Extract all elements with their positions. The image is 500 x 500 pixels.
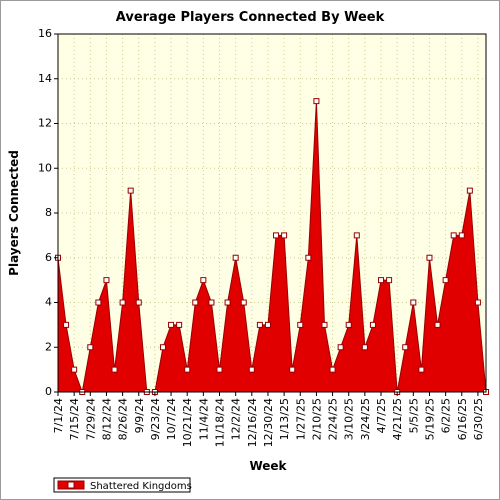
chart-title: Average Players Connected By Week [116, 10, 385, 25]
x-tick-label: 4/7/25 [375, 398, 388, 433]
data-point [337, 344, 344, 351]
y-tick-label: 2 [45, 340, 52, 353]
x-tick-label: 7/29/24 [84, 398, 97, 440]
series-area [58, 101, 486, 392]
series-line [57, 101, 487, 394]
data-point [200, 277, 207, 284]
x-tick-label: 1/13/25 [278, 398, 291, 440]
x-tick-label: 11/18/24 [214, 398, 227, 447]
x-tick-label: 10/21/24 [181, 398, 194, 447]
x-tick-label: 8/26/24 [117, 398, 130, 440]
x-tick-label: 2/24/25 [327, 398, 340, 440]
y-tick-label: 12 [38, 117, 52, 130]
x-tick-label: 3/10/25 [343, 398, 356, 440]
data-point [466, 187, 473, 194]
data-point [353, 232, 360, 239]
data-point [273, 232, 280, 239]
legend: Shattered Kingdoms [53, 477, 192, 493]
data-point [184, 366, 191, 373]
data-point [208, 299, 215, 306]
data-point [192, 299, 199, 306]
data-point [305, 254, 312, 261]
data-point [442, 277, 449, 284]
series-layer [55, 98, 489, 395]
data-point [361, 344, 368, 351]
y-tick-label: 6 [45, 251, 52, 264]
data-point [119, 299, 126, 306]
legend-marker [67, 481, 75, 489]
data-point [111, 366, 118, 373]
data-point [458, 232, 465, 239]
data-point [135, 299, 142, 306]
data-point [127, 187, 134, 194]
x-tick-label: 12/2/24 [230, 398, 243, 440]
data-point [289, 366, 296, 373]
data-point [176, 321, 183, 328]
data-point [378, 277, 385, 284]
x-tick-label: 9/23/24 [149, 398, 162, 440]
x-tick-label: 10/7/24 [165, 398, 178, 440]
data-point [281, 232, 288, 239]
data-point [450, 232, 457, 239]
x-tick-label: 6/16/25 [456, 398, 469, 440]
data-point [418, 366, 425, 373]
x-tick-label: 11/4/24 [197, 398, 210, 440]
y-axis-title: Players Connected [7, 150, 21, 276]
x-axis-ticks: 7/1/24 7/15/24 7/29/24 8/12/24 8/26/24 9/9/24… [52, 392, 485, 447]
data-point [95, 299, 102, 306]
x-tick-label: 12/16/24 [246, 398, 259, 447]
data-point [297, 321, 304, 328]
data-point [264, 321, 271, 328]
x-tick-label: 7/1/24 [52, 398, 65, 433]
data-point [248, 366, 255, 373]
data-point [103, 277, 110, 284]
data-point [321, 321, 328, 328]
data-point [71, 366, 78, 373]
x-axis-title: Week [249, 459, 287, 473]
y-axis-ticks: 0 2 4 6 8 10 12 14 16 [38, 27, 58, 398]
data-point [474, 299, 481, 306]
y-tick-label: 16 [38, 27, 52, 40]
data-point [434, 321, 441, 328]
data-point [232, 254, 239, 261]
legend-label: Shattered Kingdoms [90, 481, 192, 492]
data-point [386, 277, 393, 284]
x-tick-label: 3/24/25 [359, 398, 372, 440]
y-tick-label: 0 [45, 385, 52, 398]
legend-box [53, 477, 191, 493]
data-point [410, 299, 417, 306]
data-point [216, 366, 223, 373]
data-point [402, 344, 409, 351]
x-tick-label: 4/21/25 [391, 398, 404, 440]
x-tick-label: 2/10/25 [310, 398, 323, 440]
data-point [329, 366, 336, 373]
y-tick-label: 10 [38, 161, 52, 174]
data-point [369, 321, 376, 328]
data-point [87, 344, 94, 351]
y-tick-label: 14 [38, 72, 52, 85]
x-tick-label: 8/12/24 [100, 398, 113, 440]
x-tick-label: 1/27/25 [294, 398, 307, 440]
x-tick-label: 7/15/24 [68, 398, 81, 440]
x-tick-label: 5/5/25 [407, 398, 420, 433]
x-tick-label: 6/2/25 [440, 398, 453, 433]
data-point [345, 321, 352, 328]
x-tick-label: 12/30/24 [262, 398, 275, 447]
data-point [224, 299, 231, 306]
x-tick-label: 5/19/25 [423, 398, 436, 440]
data-point [63, 321, 70, 328]
data-point [313, 98, 320, 105]
x-tick-label: 9/9/24 [133, 398, 146, 433]
data-point [168, 321, 175, 328]
data-point [240, 299, 247, 306]
data-point [426, 254, 433, 261]
x-tick-label: 6/30/25 [472, 398, 485, 440]
data-point [159, 344, 166, 351]
y-tick-label: 4 [45, 296, 52, 309]
data-point [256, 321, 263, 328]
y-tick-label: 8 [45, 206, 52, 219]
